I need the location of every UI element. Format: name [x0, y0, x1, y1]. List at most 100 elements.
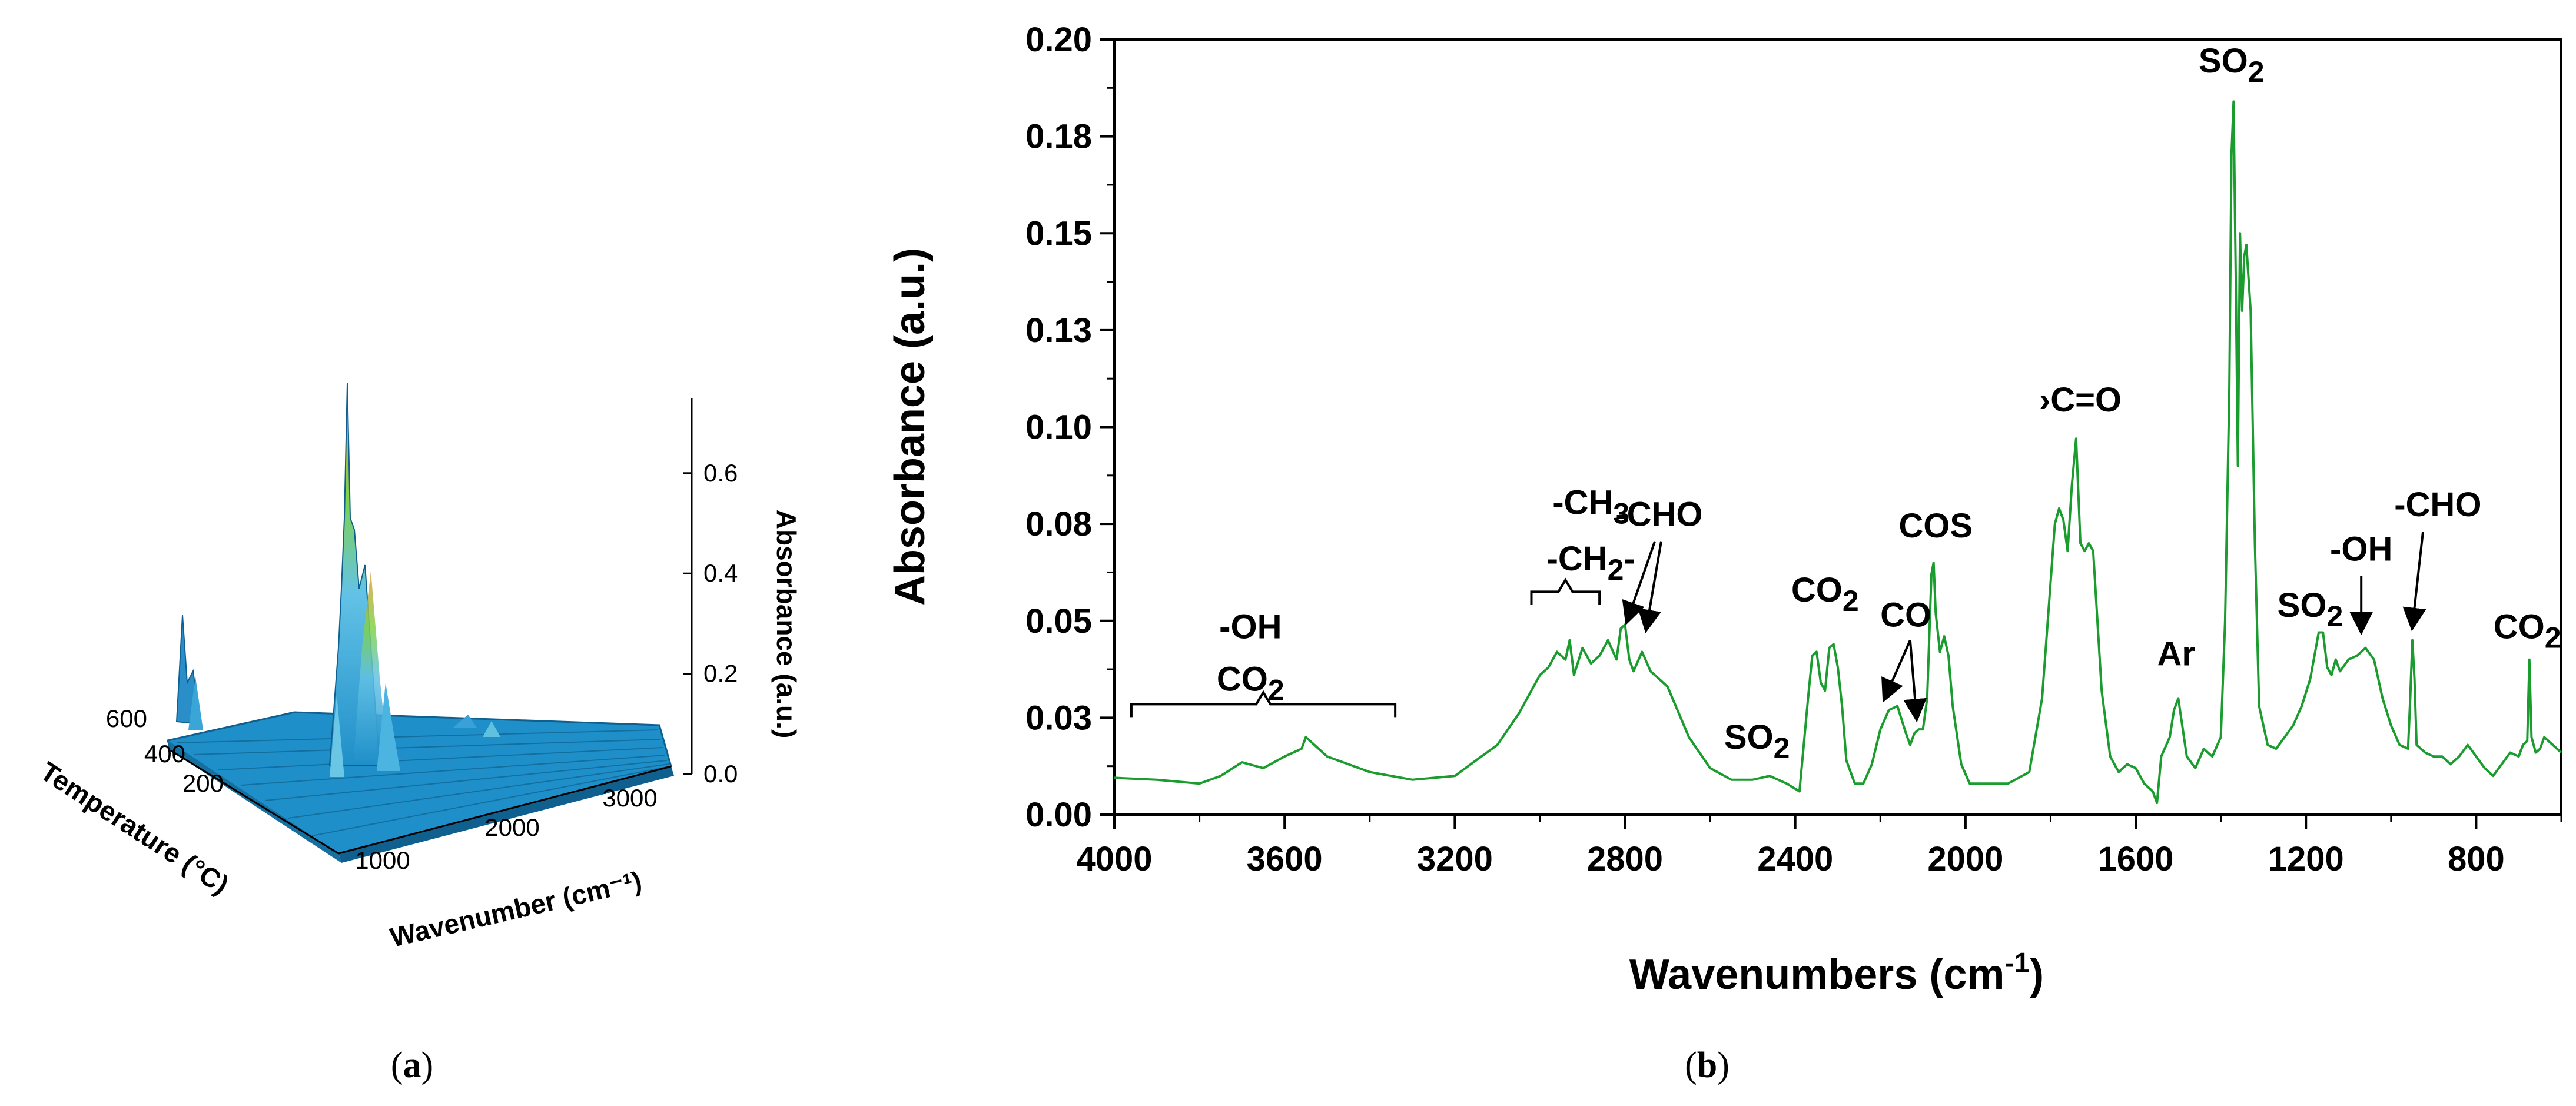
- annotation-subscript: 2: [1608, 553, 1624, 586]
- y-tick-label: 0.18: [1025, 118, 1092, 156]
- temperature-tick-label: 400: [144, 740, 185, 768]
- annotation-main: CO: [1880, 596, 1931, 635]
- annotation-main: CO: [2494, 607, 2545, 646]
- annotation-main: Ar: [2157, 635, 2195, 673]
- spectrum-line: [1114, 100, 2562, 805]
- ch-brace: [1530, 577, 1601, 605]
- surface-peak-secondary: [353, 571, 389, 765]
- x-tick-label: 3600: [1247, 840, 1323, 878]
- peak-annotation: SO2: [2199, 42, 2265, 88]
- peak-annotation: -CH2-: [1547, 540, 1635, 586]
- peak-annotation: -CH3: [1552, 484, 1629, 530]
- annotation-subscript: 2: [2545, 621, 2561, 654]
- panel-b-spectrum: 0.00 0.03 0.05 0.08 0.10 0.13 0.15 0.18 0.20 400…: [887, 21, 2562, 1085]
- peak-annotation: CO2: [1791, 571, 1859, 617]
- x-tick-label: 1600: [2098, 840, 2174, 878]
- annotation-marks: [1130, 532, 2426, 723]
- x-tick-label: 2000: [1927, 840, 2003, 878]
- peak-annotation: SO2: [2278, 586, 2343, 633]
- annotation-subscript: 2: [1268, 673, 1284, 706]
- z-tick-label: 0.4: [703, 559, 738, 587]
- temperature-tick-label: 600: [106, 705, 147, 732]
- annotation-subscript: 2: [2248, 55, 2265, 88]
- x-tick-label: 3200: [1417, 840, 1493, 878]
- surface-peak-third: [377, 683, 400, 771]
- wavenumber-axis-title: Wavenumber (cm⁻¹): [387, 865, 645, 953]
- peak-annotation: SO2: [1724, 718, 1790, 765]
- wavenumber-axis-ticks: 1000 2000 3000: [355, 784, 657, 874]
- annotation-main: SO: [2278, 586, 2327, 625]
- cho-arrow-3: [2402, 532, 2426, 632]
- annotation-main: -OH: [1219, 607, 1282, 646]
- oh-co2-brace: [1130, 690, 1397, 718]
- y-axis-title: Absorbance (a.u.): [887, 248, 934, 606]
- annotation-main: SO: [2199, 42, 2248, 80]
- annotation-prefix: ›: [2039, 381, 2050, 419]
- co-arrow-1: [1881, 639, 1911, 703]
- y-tick-label: 0.20: [1025, 21, 1092, 59]
- temperature-tick-label: 200: [182, 769, 224, 797]
- x-tick-label: 2400: [1757, 840, 1833, 878]
- surface-peak-2350: [483, 721, 500, 737]
- y-tick-label: 0.08: [1025, 505, 1092, 543]
- z-tick-label: 0.0: [703, 760, 738, 788]
- x-axis-title: Wavenumbers (cm-1): [1629, 948, 2044, 998]
- annotation-subscript: 3: [1613, 497, 1629, 530]
- surface-front-edge: [338, 766, 674, 863]
- peak-annotation: -OH: [1219, 607, 1282, 646]
- annotation-main: -OH: [2330, 530, 2392, 569]
- y-tick-label: 0.13: [1025, 311, 1092, 350]
- wavenumber-tick-label: 2000: [484, 813, 539, 841]
- y-tick-label: 0.00: [1025, 796, 1092, 834]
- wavenumber-tick-label: 1000: [355, 846, 410, 874]
- annotation-main: -CH: [1547, 540, 1608, 578]
- annotation-main: CO: [1791, 571, 1843, 609]
- surface-peak-3500: [453, 715, 477, 728]
- wavenumber-tick-label: 3000: [602, 784, 657, 812]
- panel-label-b: (b): [1685, 1045, 1729, 1085]
- x-axis-line: [338, 765, 672, 855]
- annotation-subscript: 2: [1774, 732, 1790, 765]
- surface-peak-left2: [188, 677, 203, 730]
- annotation-main: -CHO: [2394, 486, 2481, 524]
- co-arrow-2: [1903, 640, 1927, 723]
- cho-arrow-1: [1622, 541, 1657, 626]
- y-tick-label: 0.10: [1025, 408, 1092, 447]
- surface-ridges: [176, 729, 670, 836]
- annotation-main: CO: [1217, 660, 1268, 698]
- annotation-subscript: 2: [1843, 584, 1859, 617]
- y-axis-ticks: 0.00 0.03 0.05 0.08 0.10 0.13 0.15 0.18 0.20: [1025, 21, 1114, 834]
- peak-annotation: -CHO: [1615, 495, 1702, 533]
- peak-annotation: -OH: [2330, 530, 2392, 569]
- y-tick-label: 0.03: [1025, 699, 1092, 737]
- annotation-main: -CHO: [1615, 495, 1702, 533]
- z-tick-label: 0.6: [703, 459, 738, 487]
- z-tick-label: 0.2: [703, 660, 738, 687]
- annotation-main: C=O: [2050, 381, 2122, 419]
- peak-annotation: CO2: [2494, 607, 2561, 654]
- x-tick-label: 2800: [1587, 840, 1663, 878]
- surface-peak-fourth: [330, 695, 344, 777]
- z-axis-ticks: 0.0 0.2 0.4 0.6: [683, 459, 738, 788]
- panel-label-a: (a): [391, 1045, 433, 1085]
- peak-annotation: Ar: [2157, 635, 2195, 673]
- annotation-main: COS: [1898, 507, 1973, 545]
- peak-annotation: CO2: [1217, 660, 1284, 706]
- annotation-main: -CH: [1552, 484, 1613, 522]
- peak-annotation: -CHO: [2394, 486, 2481, 524]
- z-axis-title: Absorbance (a.u.): [771, 510, 802, 739]
- annotation-main: SO: [1724, 718, 1774, 756]
- y-axis-line: [170, 749, 339, 855]
- cho-arrow-2: [1638, 541, 1662, 633]
- peak-annotation: CO: [1880, 596, 1931, 635]
- x-tick-label: 4000: [1076, 840, 1152, 878]
- x-tick-label: 1200: [2268, 840, 2344, 878]
- y-tick-label: 0.15: [1025, 214, 1092, 253]
- peak-annotation: ›C=O: [2039, 381, 2122, 419]
- plot-area-frame: [1113, 38, 2562, 816]
- peak-annotation: COS: [1898, 507, 1973, 545]
- y-tick-label: 0.05: [1025, 602, 1092, 640]
